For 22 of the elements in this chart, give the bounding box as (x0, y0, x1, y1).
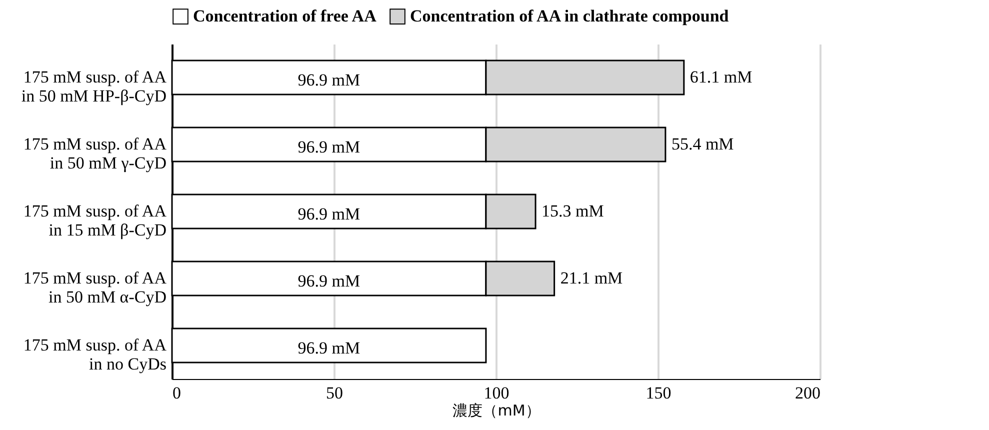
data-label: 96.9 mM (298, 338, 360, 358)
x-tick-label: 50 (326, 384, 343, 402)
x-tick-label: 0 (172, 384, 181, 402)
data-label: 15.3 mM (542, 202, 604, 220)
x-tick-label: 150 (646, 384, 672, 402)
data-label: 61.1 mM (690, 68, 752, 86)
data-label: 96.9 mM (298, 138, 360, 156)
x-tick-label: 100 (484, 384, 510, 402)
y-tick-label: 175 mM susp. of AA in 50 mM α-CyD (23, 268, 168, 306)
y-tick-label: 175 mM susp. of AA in no CyDs (23, 336, 168, 374)
data-label: 21.1 mM (560, 268, 623, 288)
data-label: 96.9 mM (298, 204, 360, 224)
data-label: 96.9 mM (298, 272, 360, 290)
y-tick-label: 175 mM susp. of AA in 50 mM HP-β-CyD (21, 68, 168, 106)
legend-label: Concentration of AA in clathrate compound (410, 6, 730, 26)
legend-label: Concentration of free AA (193, 6, 378, 26)
data-label: 55.4 mM (671, 134, 734, 154)
data-label: 96.9 mM (298, 70, 360, 90)
x-axis-title: 濃度（mM） (452, 402, 540, 420)
y-tick-label: 175 mM susp. of AA in 15 mM β-CyD (23, 202, 168, 240)
y-tick-label: 175 mM susp. of AA in 50 mM γ-CyD (23, 134, 168, 172)
x-tick-label: 200 (795, 384, 820, 402)
